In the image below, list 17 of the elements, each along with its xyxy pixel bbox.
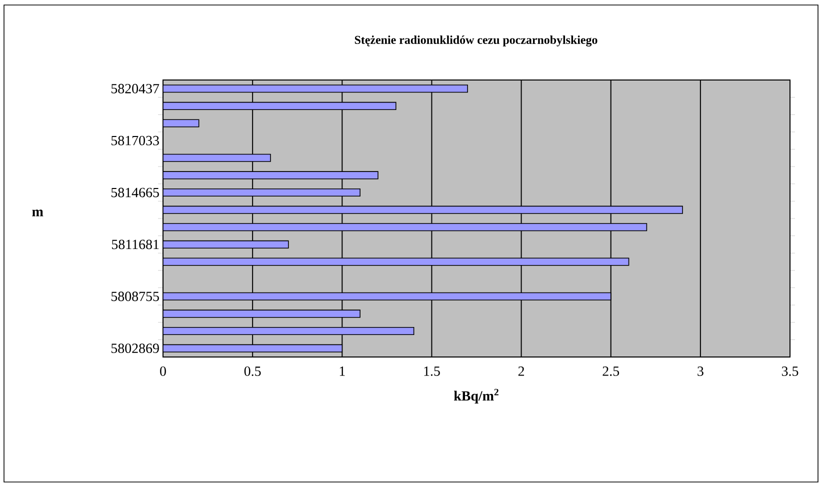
y-tick-label: 5802869: [111, 344, 159, 354]
y-tick-label: 5808755: [111, 292, 159, 302]
y-tick-label: 5814665: [111, 188, 159, 198]
x-tick-label: 0: [160, 366, 166, 376]
x-tick-label: 3.5: [782, 366, 798, 376]
y-axis-title: m: [32, 210, 44, 216]
x-tick-label: 0.5: [244, 366, 261, 376]
y-tick-label: 5817033: [111, 136, 159, 146]
x-tick-label: 2: [518, 366, 524, 376]
x-axis-title: kBq/m$^{2}$: [454, 388, 498, 404]
x-tick-label: 2.5: [602, 366, 620, 376]
x-tick-label: 3: [698, 366, 704, 376]
y-tick-label: 5820437: [111, 84, 160, 94]
x-tick-label: 1.5: [424, 366, 440, 376]
chart-title: Stężenie radionuklidów cezu poczarnobylskiego: [354, 36, 598, 46]
y-tick-label: 5811681: [112, 240, 159, 250]
x-tick-label: 1: [340, 366, 345, 376]
